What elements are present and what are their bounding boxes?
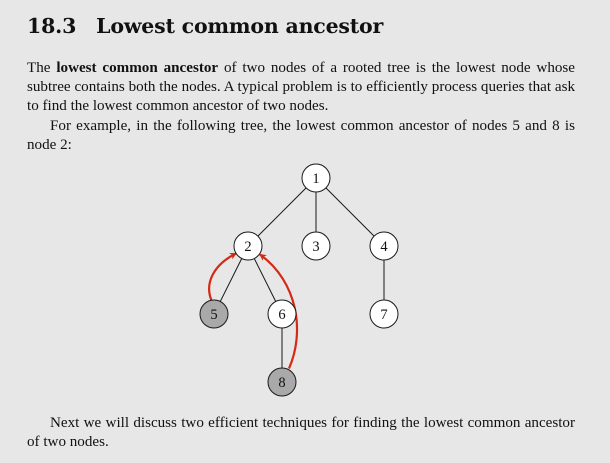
node-circle-3: [301, 231, 331, 261]
node-label-1: 1: [312, 171, 319, 187]
node-circle-7: [369, 299, 399, 329]
node-label-5: 5: [210, 307, 217, 323]
node-circle-4: [369, 231, 399, 261]
defined-term: lowest common ancestor: [56, 60, 219, 76]
node-label-6: 6: [278, 307, 285, 323]
paragraph-definition-start: The: [27, 60, 57, 76]
tree-node-1: 1: [301, 163, 331, 193]
paragraph-definition: The lowest common ancestor of two nodes …: [27, 59, 575, 117]
tree-node-2: 2: [233, 231, 263, 261]
section-number: 18.3: [27, 14, 77, 38]
node-label-7: 7: [380, 307, 387, 323]
node-label-4: 4: [380, 239, 388, 255]
tree-node-4: 4: [369, 231, 399, 261]
paragraph-next: Next we will discuss two efficient techn…: [27, 415, 575, 451]
edge-2-6: [253, 258, 277, 302]
node-circle-8: [267, 367, 297, 397]
node-circle-2: [233, 231, 263, 261]
edge-1-2: [257, 187, 307, 237]
edge-2-5: [219, 258, 243, 302]
arrow-5-to-2: [208, 252, 237, 301]
paragraph-definition-rest: of two nodes of a rooted tree is the low…: [27, 60, 576, 115]
paragraph-example: For example, in the following tree, the …: [27, 118, 575, 154]
node-label-8: 8: [278, 375, 285, 391]
node-label-2: 2: [244, 239, 251, 255]
section-heading: 18.3 Lowest common ancestor: [27, 14, 383, 38]
node-circle-5: [199, 299, 229, 329]
tree-node-3: 3: [301, 231, 331, 261]
node-circle-6: [267, 299, 297, 329]
node-label-3: 3: [312, 239, 319, 255]
tree-node-6: 6: [267, 299, 297, 329]
tree-node-5: 5: [199, 299, 229, 329]
section-title: Lowest common ancestor: [96, 14, 384, 38]
node-circle-1: [301, 163, 331, 193]
tree-node-7: 7: [369, 299, 399, 329]
tree-node-8: 8: [267, 367, 297, 397]
edge-1-4: [325, 187, 375, 237]
